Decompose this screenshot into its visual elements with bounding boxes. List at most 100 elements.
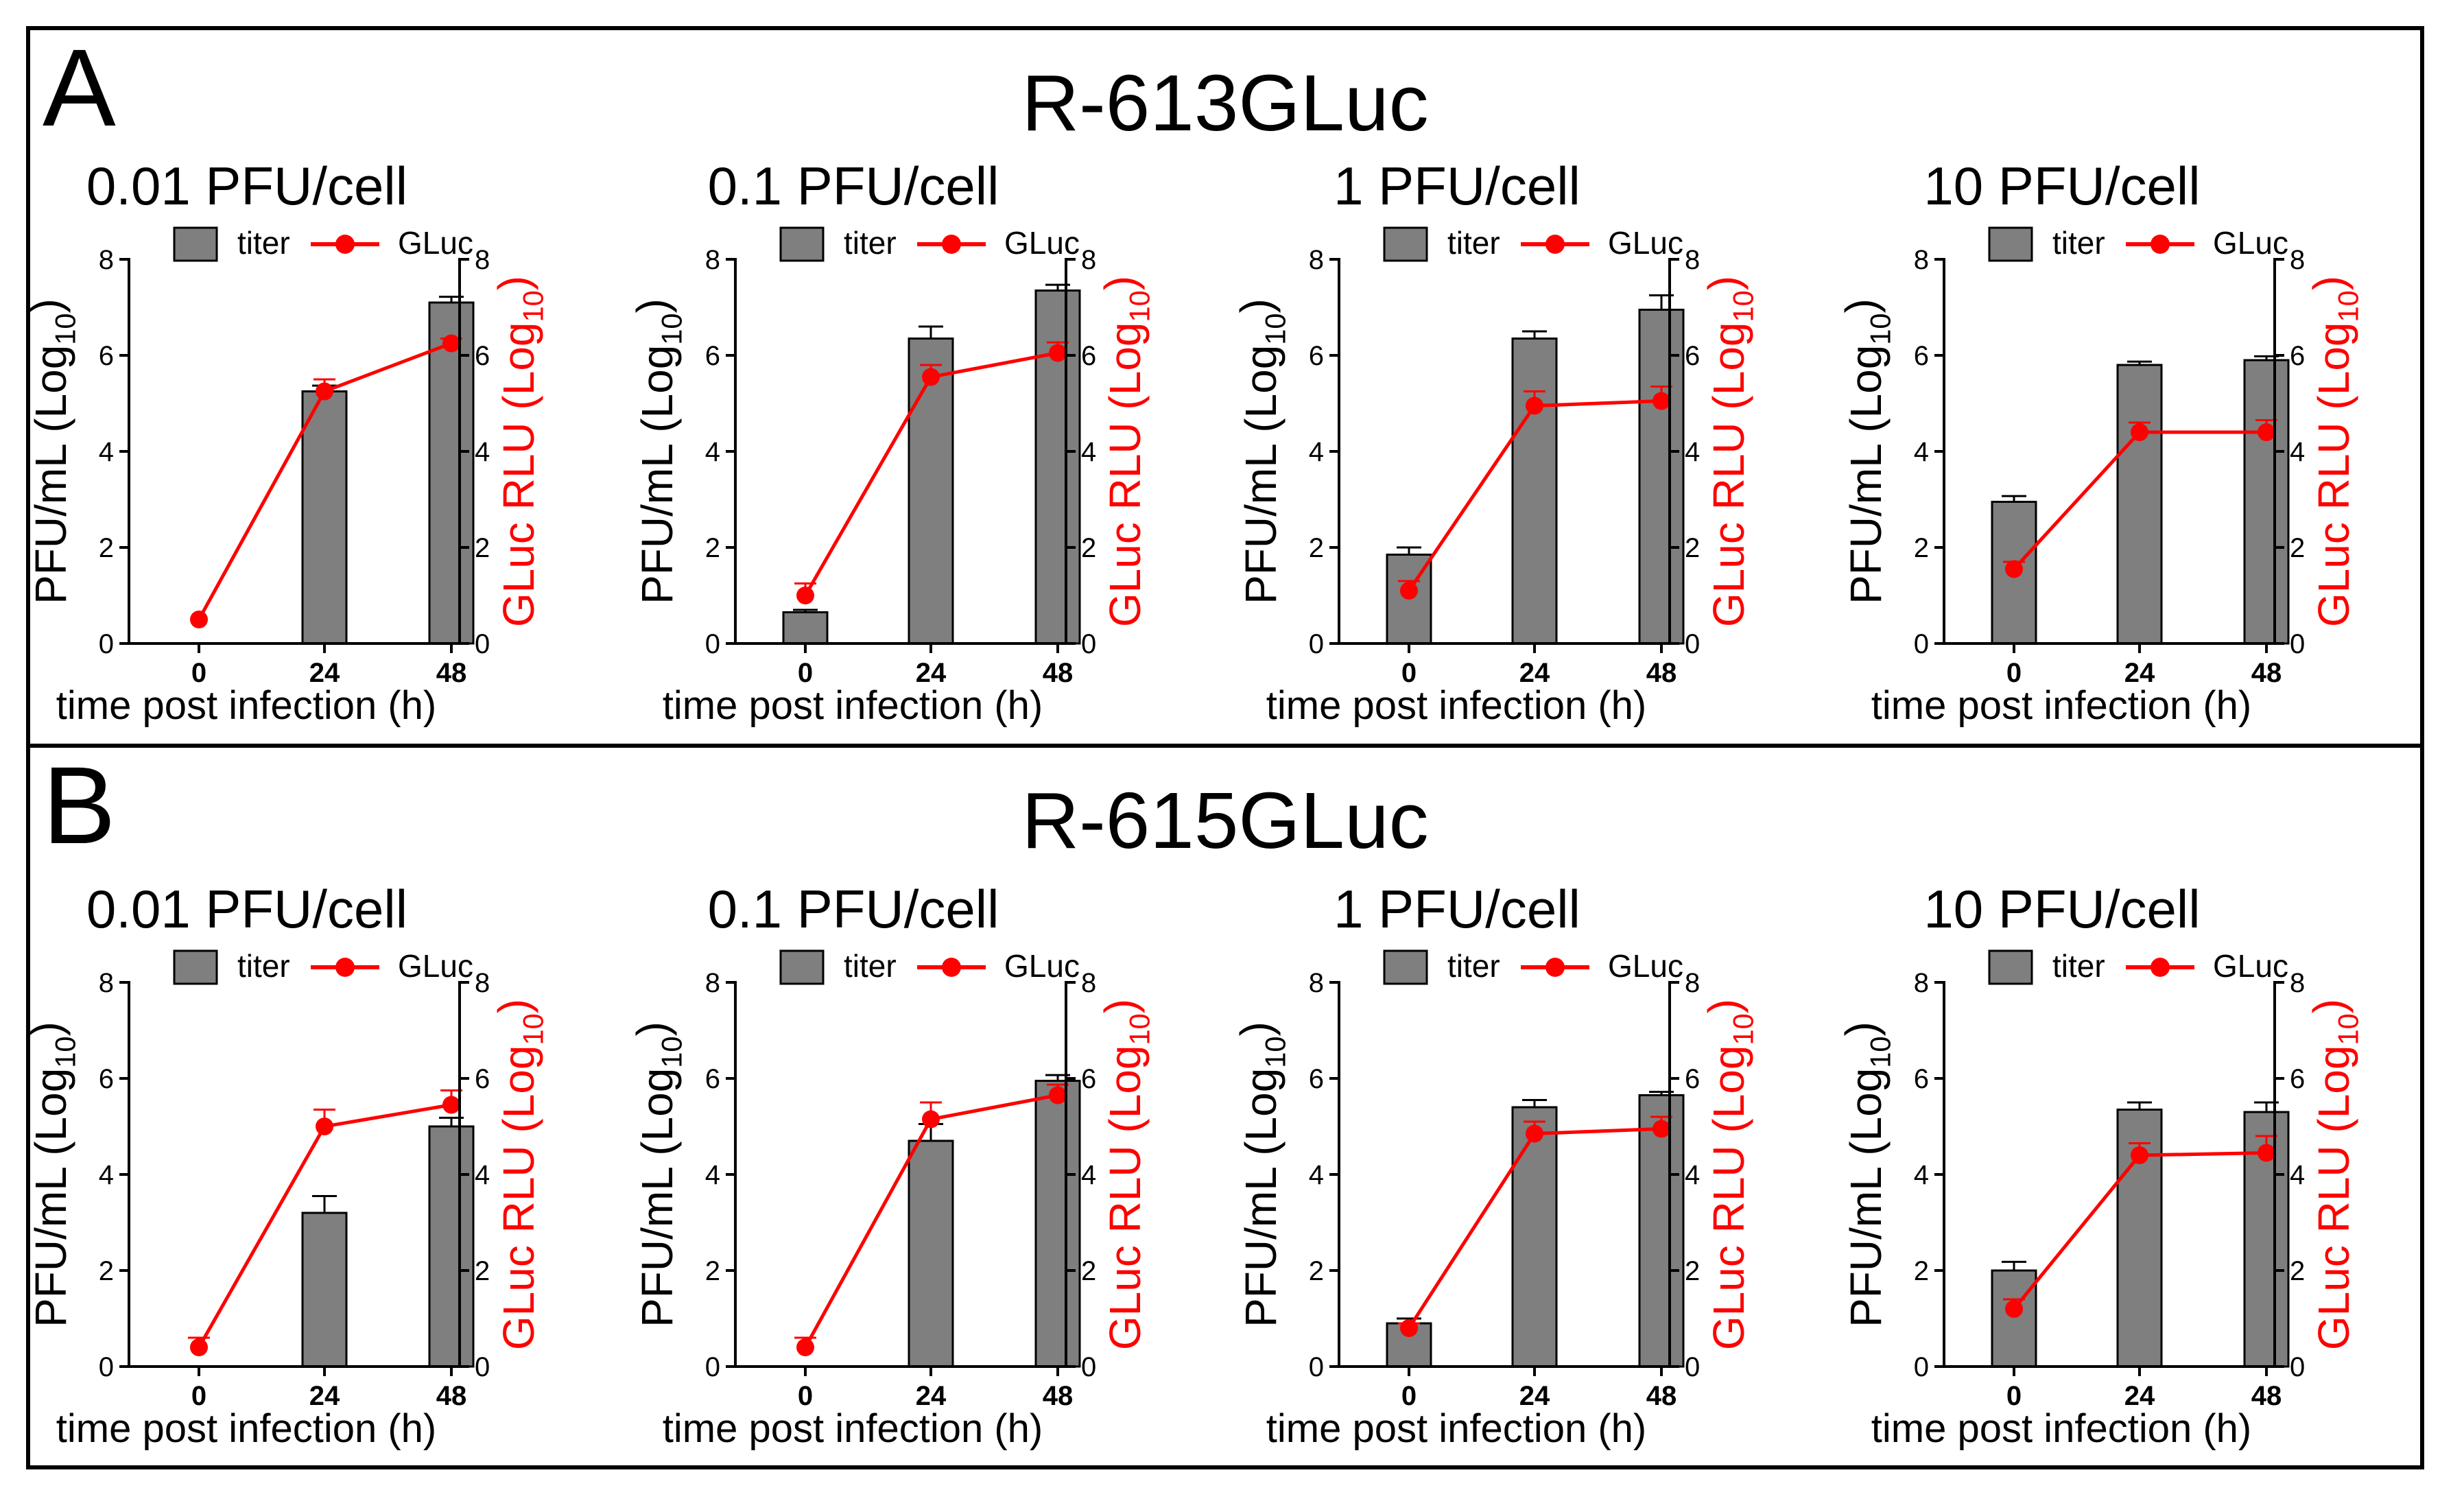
- y-axis-label-right: GLuc RLU (Log10): [2304, 276, 2364, 627]
- y-tick-label-right: 0: [2290, 1352, 2305, 1382]
- x-tick-label: 0: [798, 1381, 813, 1411]
- gluc-point: [316, 1118, 333, 1135]
- x-tick-label: 24: [916, 658, 947, 688]
- y-tick-label-left: 2: [705, 533, 720, 563]
- gluc-point: [922, 368, 940, 386]
- y-tick-label-left: 0: [99, 629, 114, 659]
- y-tick-label-right: 2: [2290, 533, 2305, 563]
- y-tick-label-left: 4: [1914, 1160, 1929, 1190]
- y-tick-label-left: 4: [705, 1160, 720, 1190]
- legend-gluc-marker: [942, 235, 961, 254]
- legend-gluc-marker: [942, 958, 961, 977]
- panel-title: R-615GLuc: [1021, 776, 1429, 865]
- y-tick-label-right: 4: [1081, 1160, 1096, 1190]
- y-axis-label-right: GLuc RLU (Log10): [1095, 276, 1155, 627]
- y-tick-label-left: 8: [1309, 245, 1324, 275]
- y-tick-label-left: 4: [99, 437, 114, 467]
- x-tick-label: 48: [1043, 1381, 1074, 1411]
- x-tick-label: 48: [2251, 1381, 2282, 1411]
- legend-titer-label: titer: [2052, 948, 2105, 984]
- y-axis-label-left: PFU/mL (Log10): [1836, 1021, 1896, 1327]
- titer-bar: [1034, 1080, 1081, 1368]
- y-tick-label-right: 8: [1081, 968, 1096, 998]
- y-tick-label-right: 0: [2290, 629, 2305, 659]
- y-tick-label-left: 6: [1309, 341, 1324, 371]
- y-tick-label-left: 0: [705, 629, 720, 659]
- gluc-point: [442, 1096, 460, 1114]
- x-tick-label: 48: [1043, 658, 1074, 688]
- legend-titer-swatch: [173, 949, 218, 985]
- x-axis-label: time post infection (h): [663, 683, 1043, 728]
- x-tick-label: 0: [2006, 1381, 2022, 1411]
- x-tick-label: 24: [1519, 1381, 1550, 1411]
- y-axis-label-left: PFU/mL (Log10): [1836, 298, 1896, 604]
- y-axis-label-right: GLuc RLU (Log10): [489, 999, 549, 1350]
- y-tick-label-right: 0: [475, 629, 490, 659]
- y-tick-label-left: 8: [705, 245, 720, 275]
- gluc-point: [1526, 397, 1543, 415]
- titer-bar: [1511, 338, 1558, 645]
- legend-titer-swatch: [1383, 949, 1428, 985]
- x-axis-label: time post infection (h): [1266, 1406, 1646, 1451]
- x-tick-label: 24: [309, 1381, 340, 1411]
- y-tick-label-right: 6: [475, 341, 490, 371]
- gluc-point: [796, 587, 814, 604]
- titer-bar: [908, 1139, 954, 1368]
- y-tick-label-right: 2: [475, 1256, 490, 1286]
- panel-letter: B: [43, 744, 116, 866]
- panel-letter: A: [43, 26, 116, 149]
- x-tick-label: 48: [436, 658, 467, 688]
- x-tick-label: 48: [1646, 658, 1677, 688]
- y-axis-label-right: GLuc RLU (Log10): [1699, 276, 1759, 627]
- y-tick-label-left: 4: [705, 437, 720, 467]
- y-tick-label-left: 6: [1309, 1064, 1324, 1094]
- x-tick-label: 48: [2251, 658, 2282, 688]
- y-axis-label-left: PFU/mL (Log10): [1231, 1021, 1291, 1327]
- y-axis-label-right: GLuc RLU (Log10): [489, 276, 549, 627]
- gluc-point: [922, 1110, 940, 1128]
- titer-bar: [428, 1125, 475, 1368]
- chart-title: 10 PFU/cell: [1923, 879, 2200, 939]
- y-axis-label-right: GLuc RLU (Log10): [2304, 999, 2364, 1350]
- y-tick-label-right: 2: [1685, 1256, 1700, 1286]
- y-tick-label-left: 0: [99, 1352, 114, 1382]
- titer-bar: [782, 611, 829, 645]
- y-tick-label-right: 0: [1685, 629, 1700, 659]
- legend-titer-swatch: [1988, 226, 2033, 262]
- gluc-point: [1400, 1319, 1418, 1337]
- y-tick-label-right: 4: [2290, 437, 2305, 467]
- y-tick-label-left: 0: [1309, 1352, 1324, 1382]
- legend-gluc-label: GLuc: [2213, 948, 2288, 984]
- x-tick-label: 24: [309, 658, 340, 688]
- y-axis-label-right: GLuc RLU (Log10): [1095, 999, 1155, 1350]
- gluc-point: [2005, 560, 2023, 578]
- y-tick-label-left: 6: [1914, 341, 1929, 371]
- y-tick-label-right: 2: [475, 533, 490, 563]
- gluc-point: [316, 382, 333, 401]
- legend-gluc-label: GLuc: [1004, 948, 1080, 984]
- y-axis-label-left: PFU/mL (Log10): [628, 298, 687, 604]
- y-tick-label-left: 4: [1914, 437, 1929, 467]
- y-tick-label-right: 4: [475, 437, 490, 467]
- titer-bar: [428, 301, 475, 645]
- gluc-point: [190, 611, 208, 628]
- x-tick-label: 0: [1401, 1381, 1417, 1411]
- x-axis-label: time post infection (h): [663, 1406, 1043, 1451]
- y-tick-label-right: 0: [475, 1352, 490, 1382]
- y-tick-label-left: 6: [705, 341, 720, 371]
- y-tick-label-right: 8: [2290, 968, 2305, 998]
- gluc-point: [2258, 423, 2275, 441]
- y-tick-label-right: 4: [1685, 437, 1700, 467]
- chart-title: 0.01 PFU/cell: [86, 879, 407, 939]
- y-tick-label-right: 2: [1685, 533, 1700, 563]
- y-tick-label-left: 8: [99, 968, 114, 998]
- legend-titer-label: titer: [2052, 225, 2105, 261]
- legend-titer-swatch: [1383, 226, 1428, 262]
- y-tick-label-left: 2: [99, 1256, 114, 1286]
